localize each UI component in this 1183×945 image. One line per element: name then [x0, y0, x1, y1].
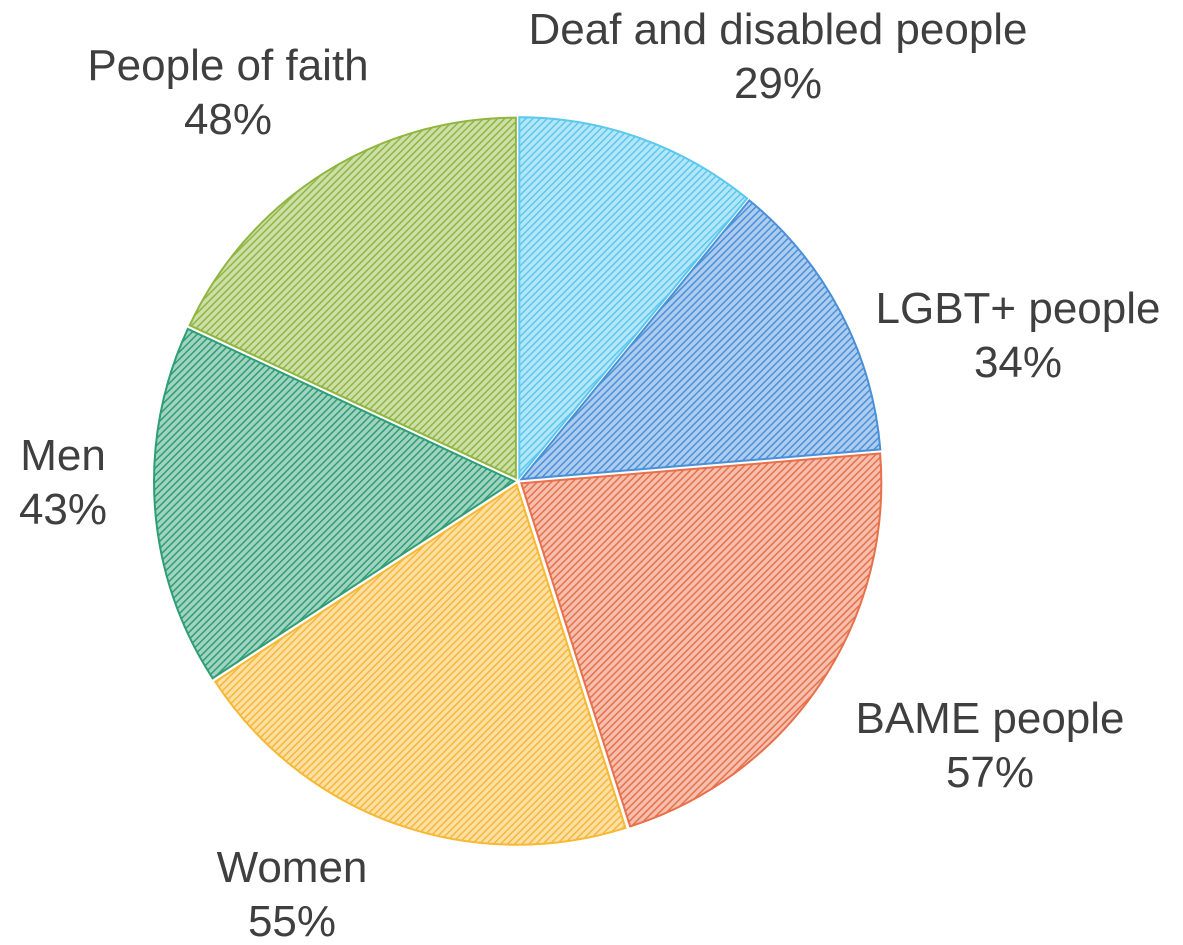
pie-slice-bame-people — [519, 452, 883, 828]
pie-slice-deaf-and-disabled-people — [518, 116, 749, 481]
slice-label-people-of-faith: People of faith — [87, 41, 368, 90]
slice-value-bame-people: 57% — [946, 748, 1034, 797]
pie-labels: Deaf and disabled people 29% LGBT+ people 3… — [19, 5, 1161, 945]
slice-label-women: Women — [217, 843, 368, 892]
slice-label-deaf-and-disabled-people: Deaf and disabled people — [528, 5, 1027, 54]
slice-value-deaf-and-disabled-people: 29% — [734, 59, 822, 108]
slice-value-women: 55% — [248, 897, 336, 945]
slice-value-lgbt-people: 34% — [974, 338, 1062, 387]
pie-slice-men — [153, 327, 517, 680]
slice-label-men: Men — [20, 431, 106, 480]
pie-slice-lgbt-people — [519, 198, 882, 481]
pie-slice-people-of-faith — [188, 116, 517, 480]
slice-value-men: 43% — [19, 485, 107, 534]
slice-label-lgbt-people: LGBT+ people — [876, 284, 1161, 333]
slice-value-people-of-faith: 48% — [184, 95, 272, 144]
pie-slices — [153, 116, 883, 846]
slice-label-bame-people: BAME people — [855, 694, 1124, 743]
pie-slice-women — [213, 483, 627, 846]
